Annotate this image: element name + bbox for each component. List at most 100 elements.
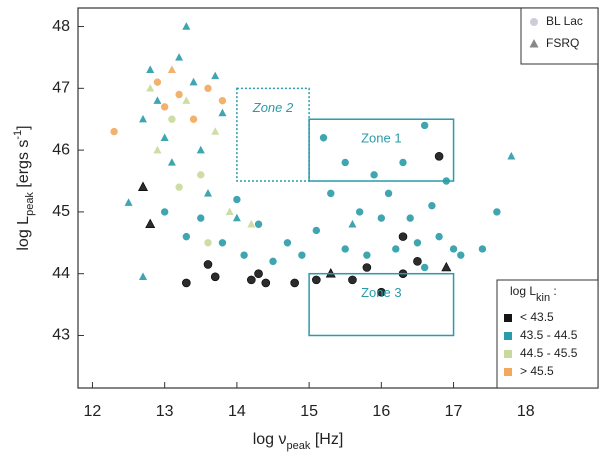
zone-box [236,87,310,182]
fsrq-point [347,218,358,229]
y-tick-label: 48 [52,18,70,35]
fsrq-point [195,144,206,154]
bl-lac-point [369,170,379,180]
bl-lac-point [413,257,422,266]
x-tick-label: 18 [517,403,535,420]
fsrq-point [123,196,134,207]
fsrq-point [203,187,213,198]
fsrq-point [138,113,148,124]
legend-title-part: log L [510,284,536,298]
bl-lac-point [449,244,458,254]
bl-lac-point [391,244,401,254]
bl-lac-point [398,232,408,241]
legend-marker [530,18,538,26]
bl-lac-point [434,232,444,241]
bl-lac-point [203,260,213,269]
x-tick-label: 16 [372,403,390,420]
legend-title-part: kin [536,292,550,304]
bl-lac-point [239,250,249,260]
fsrq-point [138,271,148,281]
bl-lac-point [254,269,263,278]
bl-lac-point [182,278,191,288]
fsrq-point [145,64,156,74]
bl-lac-point [362,250,372,260]
bl-lac-point [377,213,386,223]
bl-lac-point [174,182,184,192]
zone-label: Zone 3 [361,285,401,300]
bl-lac-point [340,158,350,167]
bl-lac-point [427,201,437,211]
bl-lac-point [405,213,415,223]
zone-label: Zone 1 [361,131,401,146]
bl-lac-point [174,90,184,99]
x-axis-label-part: log ν [253,431,287,448]
legend-marker [529,39,539,48]
bl-lac-point [290,278,299,288]
bl-lac-point [312,226,321,235]
bl-lac-point [312,275,321,285]
fsrq-point [231,212,242,222]
fsrq-point [174,51,185,62]
y-tick-label: 43 [52,327,70,344]
legend-label: 44.5 - 45.5 [520,346,578,360]
bl-lac-point [362,263,372,272]
y-axis-label: log Lpeak [ergs s-1] [12,125,36,250]
fsrq-point [166,64,177,74]
bl-lac-point [189,114,198,124]
fsrq-point [145,82,156,93]
bl-lac-point [384,189,393,198]
legend-title: log Lkin : [510,284,557,304]
y-tick-label: 47 [52,80,70,97]
fsrq-point [159,132,170,142]
y-tick-label: 44 [52,265,70,282]
fsrq-point [210,125,221,136]
zone-box [308,272,455,337]
fsrq-point [210,70,221,80]
bl-lac-point [247,275,256,285]
bl-lac-point [340,244,350,254]
legend-box [496,279,599,389]
bl-lac-point [109,127,119,136]
fsrq-point [152,144,163,154]
y-axis-label-part: ] [15,125,32,129]
bl-lac-point [167,114,177,124]
legend-swatch [504,368,512,376]
bl-lac-point [413,238,422,248]
y-axis-label-part: peak [24,192,36,216]
fsrq-point [166,156,177,167]
bl-lac-point [182,232,191,241]
legend-swatch [504,314,512,322]
bl-lac-point [232,195,242,204]
bl-lac-point [160,102,169,112]
bl-lac-point [203,238,213,248]
bl-lac-point [254,219,263,229]
bl-lac-point [398,158,408,167]
fsrq-point [181,95,192,105]
legend-box [520,7,599,65]
bl-lac-point [218,238,227,248]
bl-lac-point [261,278,271,288]
fsrq-point [441,261,452,272]
fsrq-point [325,268,336,278]
fsrq-point [145,218,156,229]
x-axis-label: log νpeak [Hz] [253,431,344,452]
x-tick-label: 14 [228,403,246,420]
zone-label: Zone 2 [252,100,294,115]
legend-label: FSRQ [546,36,579,50]
plot-frame [77,7,599,389]
legend-swatch [504,332,512,340]
legend-label: < 43.5 [520,310,554,324]
fsrq-point [188,76,199,86]
bl-lac-point [160,207,169,217]
fsrq-point [181,20,192,31]
legend-title-part: : [550,284,557,298]
bl-lac-point [348,275,357,285]
x-tick-label: 17 [445,403,463,420]
fsrq-point [138,181,148,191]
x-axis-label-part: [Hz] [310,431,343,448]
bl-lac-point [377,287,386,297]
bl-lac-point [355,207,364,217]
bl-lac-point [196,170,206,180]
bl-lac-point [283,238,292,248]
